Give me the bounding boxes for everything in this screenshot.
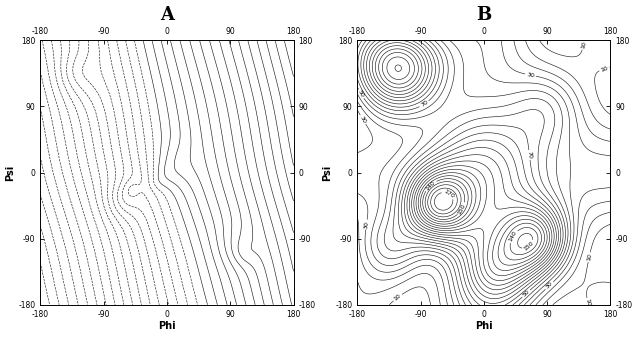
Text: 30: 30 bbox=[364, 220, 369, 229]
Text: 150: 150 bbox=[457, 203, 467, 215]
Y-axis label: Psi: Psi bbox=[6, 164, 15, 181]
Text: 70: 70 bbox=[420, 100, 429, 108]
Text: 10: 10 bbox=[393, 293, 402, 302]
Text: 170: 170 bbox=[443, 188, 455, 199]
Text: 140: 140 bbox=[508, 230, 518, 243]
Text: 10: 10 bbox=[586, 253, 593, 262]
Text: 10: 10 bbox=[584, 299, 591, 307]
Text: 30: 30 bbox=[545, 281, 554, 290]
Text: 30: 30 bbox=[359, 115, 367, 124]
Text: 140: 140 bbox=[424, 180, 436, 191]
Text: 70: 70 bbox=[526, 151, 532, 159]
Text: 10: 10 bbox=[580, 40, 587, 50]
Title: A: A bbox=[160, 5, 174, 24]
X-axis label: Phi: Phi bbox=[158, 321, 175, 332]
Text: 30: 30 bbox=[526, 72, 535, 79]
Text: 50: 50 bbox=[357, 89, 365, 99]
Text: 150: 150 bbox=[523, 240, 535, 251]
Text: 10: 10 bbox=[600, 65, 609, 72]
Title: B: B bbox=[476, 5, 491, 24]
Y-axis label: Psi: Psi bbox=[322, 164, 332, 181]
Text: 50: 50 bbox=[522, 289, 531, 298]
X-axis label: Phi: Phi bbox=[475, 321, 493, 332]
